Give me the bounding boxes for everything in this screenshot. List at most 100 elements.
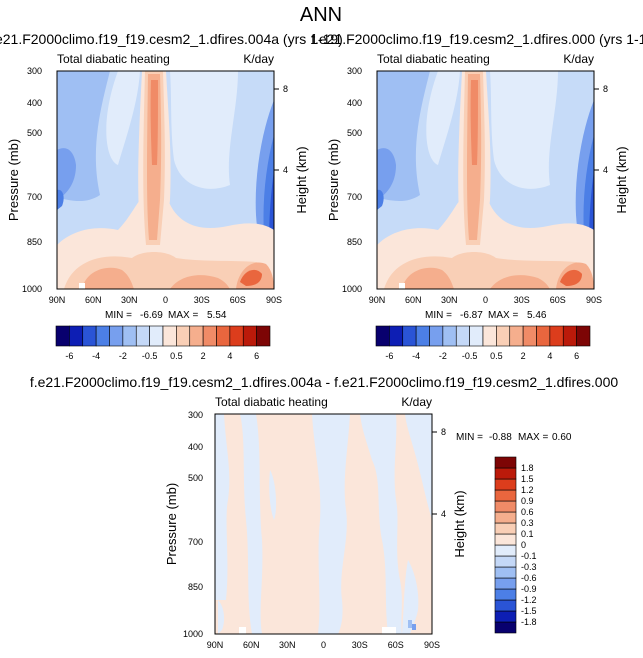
y-axis: 300 400 500 700 850 1000 (183, 410, 203, 639)
colorbar-swatch (69, 325, 84, 347)
colorbar-swatch (402, 325, 417, 347)
panel-title: f.e21.F2000climo.f19_f19.cesm2_1.dfires.… (0, 31, 343, 47)
colorbar-label: -0.3 (521, 562, 537, 572)
height-tick-label: 4 (603, 165, 608, 175)
colorbar-label: 1.5 (521, 474, 534, 484)
contour-region (490, 275, 550, 289)
x-tick-label: 30N (279, 640, 296, 650)
colorbar-swatch (469, 325, 484, 347)
colorbar: 1.81.51.20.90.60.30.10-0.1-0.3-0.6-0.9-1… (494, 456, 537, 634)
colorbar-swatch (494, 533, 517, 546)
height-tick-label: 8 (441, 427, 446, 437)
colorbar-label: 0.5 (490, 351, 503, 361)
colorbar-label: -2 (439, 351, 447, 361)
height-tick-label: 4 (441, 509, 446, 519)
colorbar-label: -1.5 (521, 606, 537, 616)
colorbar-label: 2 (201, 351, 206, 361)
max-value: 0.60 (552, 432, 572, 443)
colorbar-swatch (256, 325, 271, 347)
height-tick-label: 8 (603, 84, 608, 94)
x-tick-label: 0 (163, 295, 168, 305)
colorbar-swatch (494, 467, 517, 480)
y-tick-label: 300 (347, 66, 362, 76)
contour-region (408, 620, 412, 628)
colorbar: -6 -4 -2 -0.5 0.5 2 4 6 (55, 325, 271, 361)
variable-label: Total diabatic heating (215, 395, 328, 409)
variable-label: Total diabatic heating (57, 52, 170, 66)
colorbar-swatch (202, 325, 217, 347)
colorbar-label: -0.1 (521, 551, 537, 561)
colorbar-label: -0.5 (462, 351, 478, 361)
min-value: -6.87 (460, 310, 483, 321)
y-axis-label: Pressure (mb) (326, 139, 341, 221)
x-axis: 90N 60N 30N 0 30S 60S 90S (49, 295, 282, 305)
colorbar-label: -6 (65, 351, 73, 361)
colorbar-swatch (494, 478, 517, 491)
colorbar-swatch (82, 325, 97, 347)
contour-region (170, 71, 238, 189)
max-value: 5.46 (527, 310, 547, 321)
contour-region (269, 470, 277, 520)
colorbar-label: 0 (521, 540, 526, 550)
x-tick-label: 0 (483, 295, 488, 305)
contour-region (560, 269, 582, 286)
x-tick-label: 90N (369, 295, 386, 305)
contour-region (360, 414, 402, 634)
contour-region (240, 269, 262, 286)
x-tick-label: 90N (207, 640, 224, 650)
colorbar-swatch (494, 566, 517, 579)
colorbar-label: 4 (547, 351, 552, 361)
units-label: K/day (243, 52, 274, 66)
y-tick-label: 850 (27, 237, 42, 247)
colorbar-swatch (494, 599, 517, 612)
height-axis: 8 4 (594, 84, 608, 175)
colorbar-swatch (242, 325, 257, 347)
colorbar-label: -2 (119, 351, 127, 361)
y-tick-label: 500 (347, 128, 362, 138)
x-tick-label: 60N (85, 295, 102, 305)
x-tick-label: 30N (441, 295, 458, 305)
panel-title: f.e21.F2000climo.f19_f19.cesm2_1.dfires.… (311, 31, 643, 47)
heatmap-field (57, 71, 274, 289)
y-tick-label: 300 (188, 410, 203, 420)
colorbar-swatch (162, 325, 177, 347)
contour-region (405, 414, 432, 520)
panel-case-a: f.e21.F2000climo.f19_f19.cesm2_1.dfires.… (0, 31, 343, 361)
y-axis-label: Pressure (mb) (6, 139, 21, 221)
x-tick-label: 30S (514, 295, 530, 305)
x-tick-label: 30N (121, 295, 138, 305)
height-tick-label: 4 (283, 165, 288, 175)
colorbar-swatch (389, 325, 404, 347)
variable-label: Total diabatic heating (377, 52, 490, 66)
colorbar-label: 0.5 (170, 351, 183, 361)
colorbar-label: -1.8 (521, 617, 537, 627)
min-label: MIN = (425, 310, 452, 321)
x-tick-label: 90N (49, 295, 66, 305)
max-value: 5.54 (207, 310, 227, 321)
colorbar-label: -0.9 (521, 584, 537, 594)
plot-frame (214, 413, 433, 635)
x-axis: 90N 60N 30N 0 30S 60S 90S (369, 295, 602, 305)
heatmap-field (215, 414, 432, 634)
contour-region (312, 414, 350, 634)
colorbar-swatch (494, 588, 517, 601)
colorbar-swatch (135, 325, 150, 347)
contour-region (57, 148, 76, 200)
contour-region (106, 71, 140, 165)
x-tick-label: 60S (388, 640, 404, 650)
contour-region (402, 560, 419, 634)
x-tick-label: 30S (352, 640, 368, 650)
contour-region (377, 189, 384, 210)
right-axis-label: Height (km) (614, 146, 629, 213)
min-max-readout: MIN = -0.88 MAX = 0.60 (456, 432, 572, 443)
colorbar-swatch (149, 325, 164, 347)
colorbar-swatch (494, 544, 517, 557)
colorbar-label: -0.5 (142, 351, 158, 361)
x-tick-label: 30S (194, 295, 210, 305)
colorbar-swatch (522, 325, 537, 347)
x-tick-label: 60S (230, 295, 246, 305)
missing-data-patch (382, 627, 396, 634)
colorbar: -6 -4 -2 -0.5 0.5 2 4 6 (375, 325, 591, 361)
contour-region (412, 624, 416, 630)
panel-difference: f.e21.F2000climo.f19_f19.cesm2_1.dfires.… (30, 374, 619, 650)
